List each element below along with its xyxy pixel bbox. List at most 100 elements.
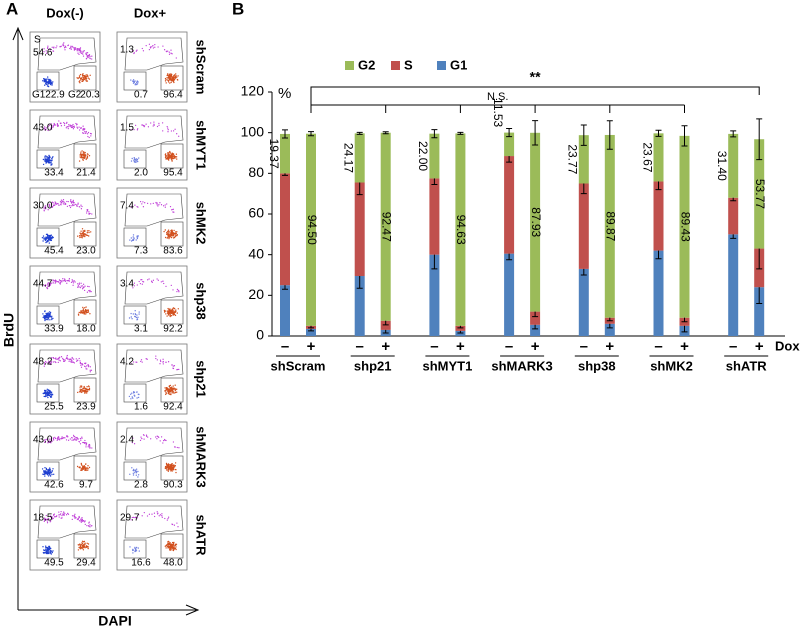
group-label: shp38 xyxy=(578,358,616,373)
gate xyxy=(73,455,97,481)
gate xyxy=(37,271,97,305)
panel-b-label: B xyxy=(232,0,244,18)
g2-value: 95.4 xyxy=(163,168,183,179)
gate xyxy=(160,455,184,481)
gate xyxy=(123,383,147,403)
gate xyxy=(124,427,184,461)
gate xyxy=(36,383,60,403)
dots-g1 xyxy=(130,157,140,163)
gate xyxy=(73,65,97,91)
annotation: ** xyxy=(530,69,541,85)
error-bar xyxy=(506,128,513,138)
g2-value: 90.3 xyxy=(163,480,183,491)
bar-segment xyxy=(578,183,589,269)
row-label: shMK2 xyxy=(194,202,209,245)
y-tick-label: 80 xyxy=(248,164,264,180)
error-bar xyxy=(730,130,737,138)
flow-plot xyxy=(29,343,101,415)
gate xyxy=(73,299,97,325)
dots-g1 xyxy=(41,467,55,477)
group-label: shMARK3 xyxy=(491,358,552,373)
gate xyxy=(160,221,184,247)
x-tick-label: + xyxy=(531,338,540,355)
gate xyxy=(37,505,97,539)
g1-value: 2.8 xyxy=(134,480,148,491)
dots-g1 xyxy=(130,79,139,86)
gate xyxy=(123,71,147,91)
g1-value: 45.4 xyxy=(44,246,64,257)
bar-segment xyxy=(653,181,664,251)
g1-value: 33.9 xyxy=(44,324,64,335)
error-bar xyxy=(382,131,389,135)
row-label: shMARK3 xyxy=(194,426,209,487)
gate xyxy=(36,539,60,559)
row-label: shp38 xyxy=(194,282,209,320)
dots-s xyxy=(130,355,180,371)
s-value: 30.0 xyxy=(33,201,53,212)
gate xyxy=(37,193,97,227)
g1-value: 25.5 xyxy=(44,402,64,413)
x-tick-label: + xyxy=(755,338,764,355)
value-label: 53.77 xyxy=(753,179,767,209)
g1-value: 2.0 xyxy=(134,168,148,179)
y-arrow xyxy=(12,26,24,610)
g1-value: 3.1 xyxy=(134,324,148,335)
gate xyxy=(124,193,184,227)
g1-value: 33.4 xyxy=(44,168,64,179)
annotation: N.S. xyxy=(487,91,508,103)
flow-plot xyxy=(116,421,188,493)
flow-plot xyxy=(29,31,101,103)
gate xyxy=(73,221,97,247)
row-label: shScram xyxy=(194,40,209,95)
g2-value: 18.0 xyxy=(76,324,96,335)
s-value: 4.2 xyxy=(120,357,134,368)
x-tick-label: – xyxy=(430,338,438,355)
bar-segment xyxy=(679,135,690,318)
bar-segment xyxy=(754,287,765,336)
flow-plot xyxy=(29,109,101,181)
bar-segment xyxy=(578,135,589,184)
g1-value: 7.3 xyxy=(134,246,148,257)
dots-g1 xyxy=(128,310,140,321)
g2-value: 92.4 xyxy=(163,402,183,413)
dots-g2 xyxy=(77,385,91,394)
x-arrow xyxy=(18,604,200,616)
bar-segment xyxy=(728,197,739,235)
x-tick-label: – xyxy=(654,338,662,355)
g1-value: 49.5 xyxy=(44,558,64,569)
x-tick-label: + xyxy=(680,338,689,355)
dots-s xyxy=(43,434,93,449)
dots-s xyxy=(131,43,177,59)
dots-s xyxy=(43,354,93,373)
dots-s xyxy=(130,200,175,213)
dots-g2 xyxy=(78,150,91,162)
bar-segment xyxy=(280,173,290,286)
y-tick-label: 0 xyxy=(256,327,264,343)
bar-segment xyxy=(306,328,316,336)
g1-value: 1.6 xyxy=(134,402,148,413)
bar-segment xyxy=(530,311,541,325)
dots-g2 xyxy=(164,462,177,474)
g2-value: 9.7 xyxy=(79,480,93,491)
g2-value: 21.4 xyxy=(76,168,96,179)
dots-g1 xyxy=(128,391,140,400)
dots-g2 xyxy=(164,150,178,162)
s-value: 29.7 xyxy=(120,513,140,524)
bar-segment xyxy=(504,253,515,336)
value-label: 23.67 xyxy=(640,142,654,172)
flow-plot xyxy=(116,31,188,103)
bar-segment xyxy=(455,325,466,331)
g2-value: 96.4 xyxy=(163,90,183,101)
bar-segment xyxy=(604,323,615,336)
gate xyxy=(36,461,60,481)
gate xyxy=(123,149,147,169)
dots-g2 xyxy=(76,462,91,472)
value-label: 19.37 xyxy=(267,139,281,169)
dots-g2 xyxy=(163,229,179,240)
error-bar xyxy=(606,120,613,150)
dots-g1 xyxy=(42,310,54,322)
g2-value: 48.0 xyxy=(163,558,183,569)
x-tick-label: – xyxy=(356,338,364,355)
legend-swatch xyxy=(391,61,400,70)
y-tick-label: 20 xyxy=(248,286,264,302)
